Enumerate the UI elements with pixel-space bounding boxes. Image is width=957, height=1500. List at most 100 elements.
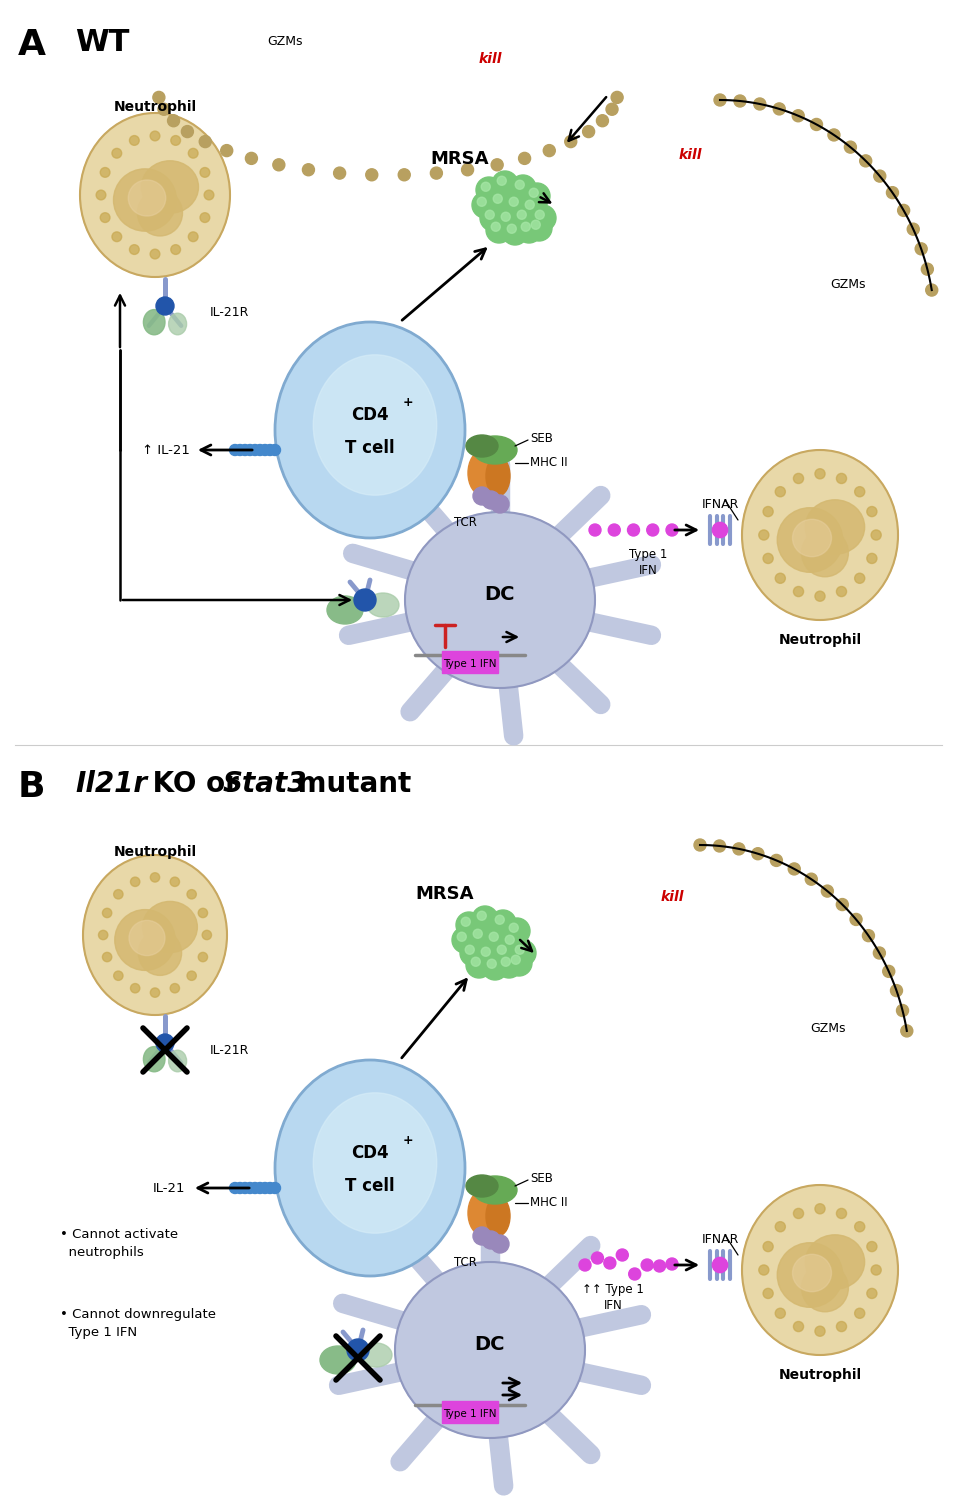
Text: +: + xyxy=(403,396,413,408)
Text: T cell: T cell xyxy=(345,1178,395,1196)
Text: Neutrophil: Neutrophil xyxy=(114,100,196,114)
Text: IL-21R: IL-21R xyxy=(210,1044,250,1058)
Circle shape xyxy=(273,159,285,171)
Circle shape xyxy=(270,444,280,456)
Circle shape xyxy=(775,1308,786,1318)
Circle shape xyxy=(524,183,550,209)
Circle shape xyxy=(189,148,198,158)
Text: ↑ IL-21: ↑ IL-21 xyxy=(143,444,190,456)
Circle shape xyxy=(150,988,160,998)
Circle shape xyxy=(114,890,123,898)
Circle shape xyxy=(468,924,494,950)
Ellipse shape xyxy=(792,1254,832,1292)
Circle shape xyxy=(491,159,503,171)
Circle shape xyxy=(488,189,514,214)
Circle shape xyxy=(763,507,773,516)
Circle shape xyxy=(200,168,210,177)
Circle shape xyxy=(734,94,746,106)
Ellipse shape xyxy=(468,1191,496,1234)
Circle shape xyxy=(456,912,482,938)
Ellipse shape xyxy=(802,530,849,578)
Circle shape xyxy=(484,927,510,952)
Circle shape xyxy=(754,98,766,109)
Text: MHC II: MHC II xyxy=(530,456,568,470)
Ellipse shape xyxy=(128,180,166,216)
Circle shape xyxy=(583,126,594,138)
Text: DC: DC xyxy=(475,1335,505,1354)
Circle shape xyxy=(239,1182,251,1194)
Circle shape xyxy=(457,932,466,942)
Circle shape xyxy=(855,1308,865,1318)
Circle shape xyxy=(461,916,470,927)
Circle shape xyxy=(244,1182,256,1194)
Text: Neutrophil: Neutrophil xyxy=(778,1368,861,1382)
Text: CD4: CD4 xyxy=(351,1144,389,1162)
Circle shape xyxy=(170,878,180,886)
Circle shape xyxy=(775,486,786,496)
Text: +: + xyxy=(403,1134,413,1146)
Circle shape xyxy=(239,444,251,456)
Ellipse shape xyxy=(473,436,517,463)
Text: CD4: CD4 xyxy=(351,406,389,424)
Text: KO or: KO or xyxy=(143,770,249,798)
Circle shape xyxy=(629,1268,641,1280)
Circle shape xyxy=(398,170,411,182)
Ellipse shape xyxy=(138,190,183,236)
Circle shape xyxy=(156,297,174,315)
Circle shape xyxy=(264,444,276,456)
Circle shape xyxy=(867,507,877,516)
Ellipse shape xyxy=(142,160,198,213)
Circle shape xyxy=(189,232,198,242)
Circle shape xyxy=(496,207,522,232)
Text: • Cannot activate
  neutrophils: • Cannot activate neutrophils xyxy=(60,1228,178,1258)
Circle shape xyxy=(473,1227,491,1245)
Text: IFNAR: IFNAR xyxy=(701,498,739,512)
Circle shape xyxy=(666,1258,678,1270)
Ellipse shape xyxy=(83,855,227,1016)
Circle shape xyxy=(855,573,865,584)
Circle shape xyxy=(354,590,376,610)
Circle shape xyxy=(99,930,108,939)
Circle shape xyxy=(515,945,524,954)
Circle shape xyxy=(490,910,516,936)
Circle shape xyxy=(472,906,498,932)
Circle shape xyxy=(460,940,486,966)
Circle shape xyxy=(476,942,502,968)
Text: T cell: T cell xyxy=(345,440,395,458)
Text: Neutrophil: Neutrophil xyxy=(114,844,196,859)
Ellipse shape xyxy=(777,507,843,573)
Circle shape xyxy=(199,135,211,147)
Circle shape xyxy=(489,932,499,942)
Circle shape xyxy=(182,126,193,138)
Circle shape xyxy=(492,940,518,966)
Ellipse shape xyxy=(395,1262,585,1438)
Circle shape xyxy=(501,957,510,966)
Circle shape xyxy=(792,110,804,122)
Circle shape xyxy=(712,1257,727,1272)
Circle shape xyxy=(244,444,256,456)
Circle shape xyxy=(793,586,804,597)
Text: A: A xyxy=(18,28,46,62)
Circle shape xyxy=(520,195,546,220)
Circle shape xyxy=(591,1252,604,1264)
Circle shape xyxy=(491,495,509,513)
Circle shape xyxy=(511,956,521,964)
Circle shape xyxy=(473,928,482,939)
Circle shape xyxy=(793,1322,804,1332)
Ellipse shape xyxy=(468,452,496,495)
Circle shape xyxy=(836,898,848,910)
Circle shape xyxy=(512,206,538,231)
Ellipse shape xyxy=(143,902,197,952)
Ellipse shape xyxy=(144,309,165,334)
Circle shape xyxy=(836,474,847,483)
Circle shape xyxy=(915,243,927,255)
Circle shape xyxy=(763,1242,773,1251)
Text: ↑↑ Type 1: ↑↑ Type 1 xyxy=(582,1282,644,1296)
Circle shape xyxy=(641,1258,653,1270)
Circle shape xyxy=(431,166,442,178)
Text: Il21r: Il21r xyxy=(75,770,147,798)
Circle shape xyxy=(496,952,522,978)
Circle shape xyxy=(733,843,745,855)
Text: GZMs: GZMs xyxy=(267,34,302,48)
Circle shape xyxy=(130,878,140,886)
